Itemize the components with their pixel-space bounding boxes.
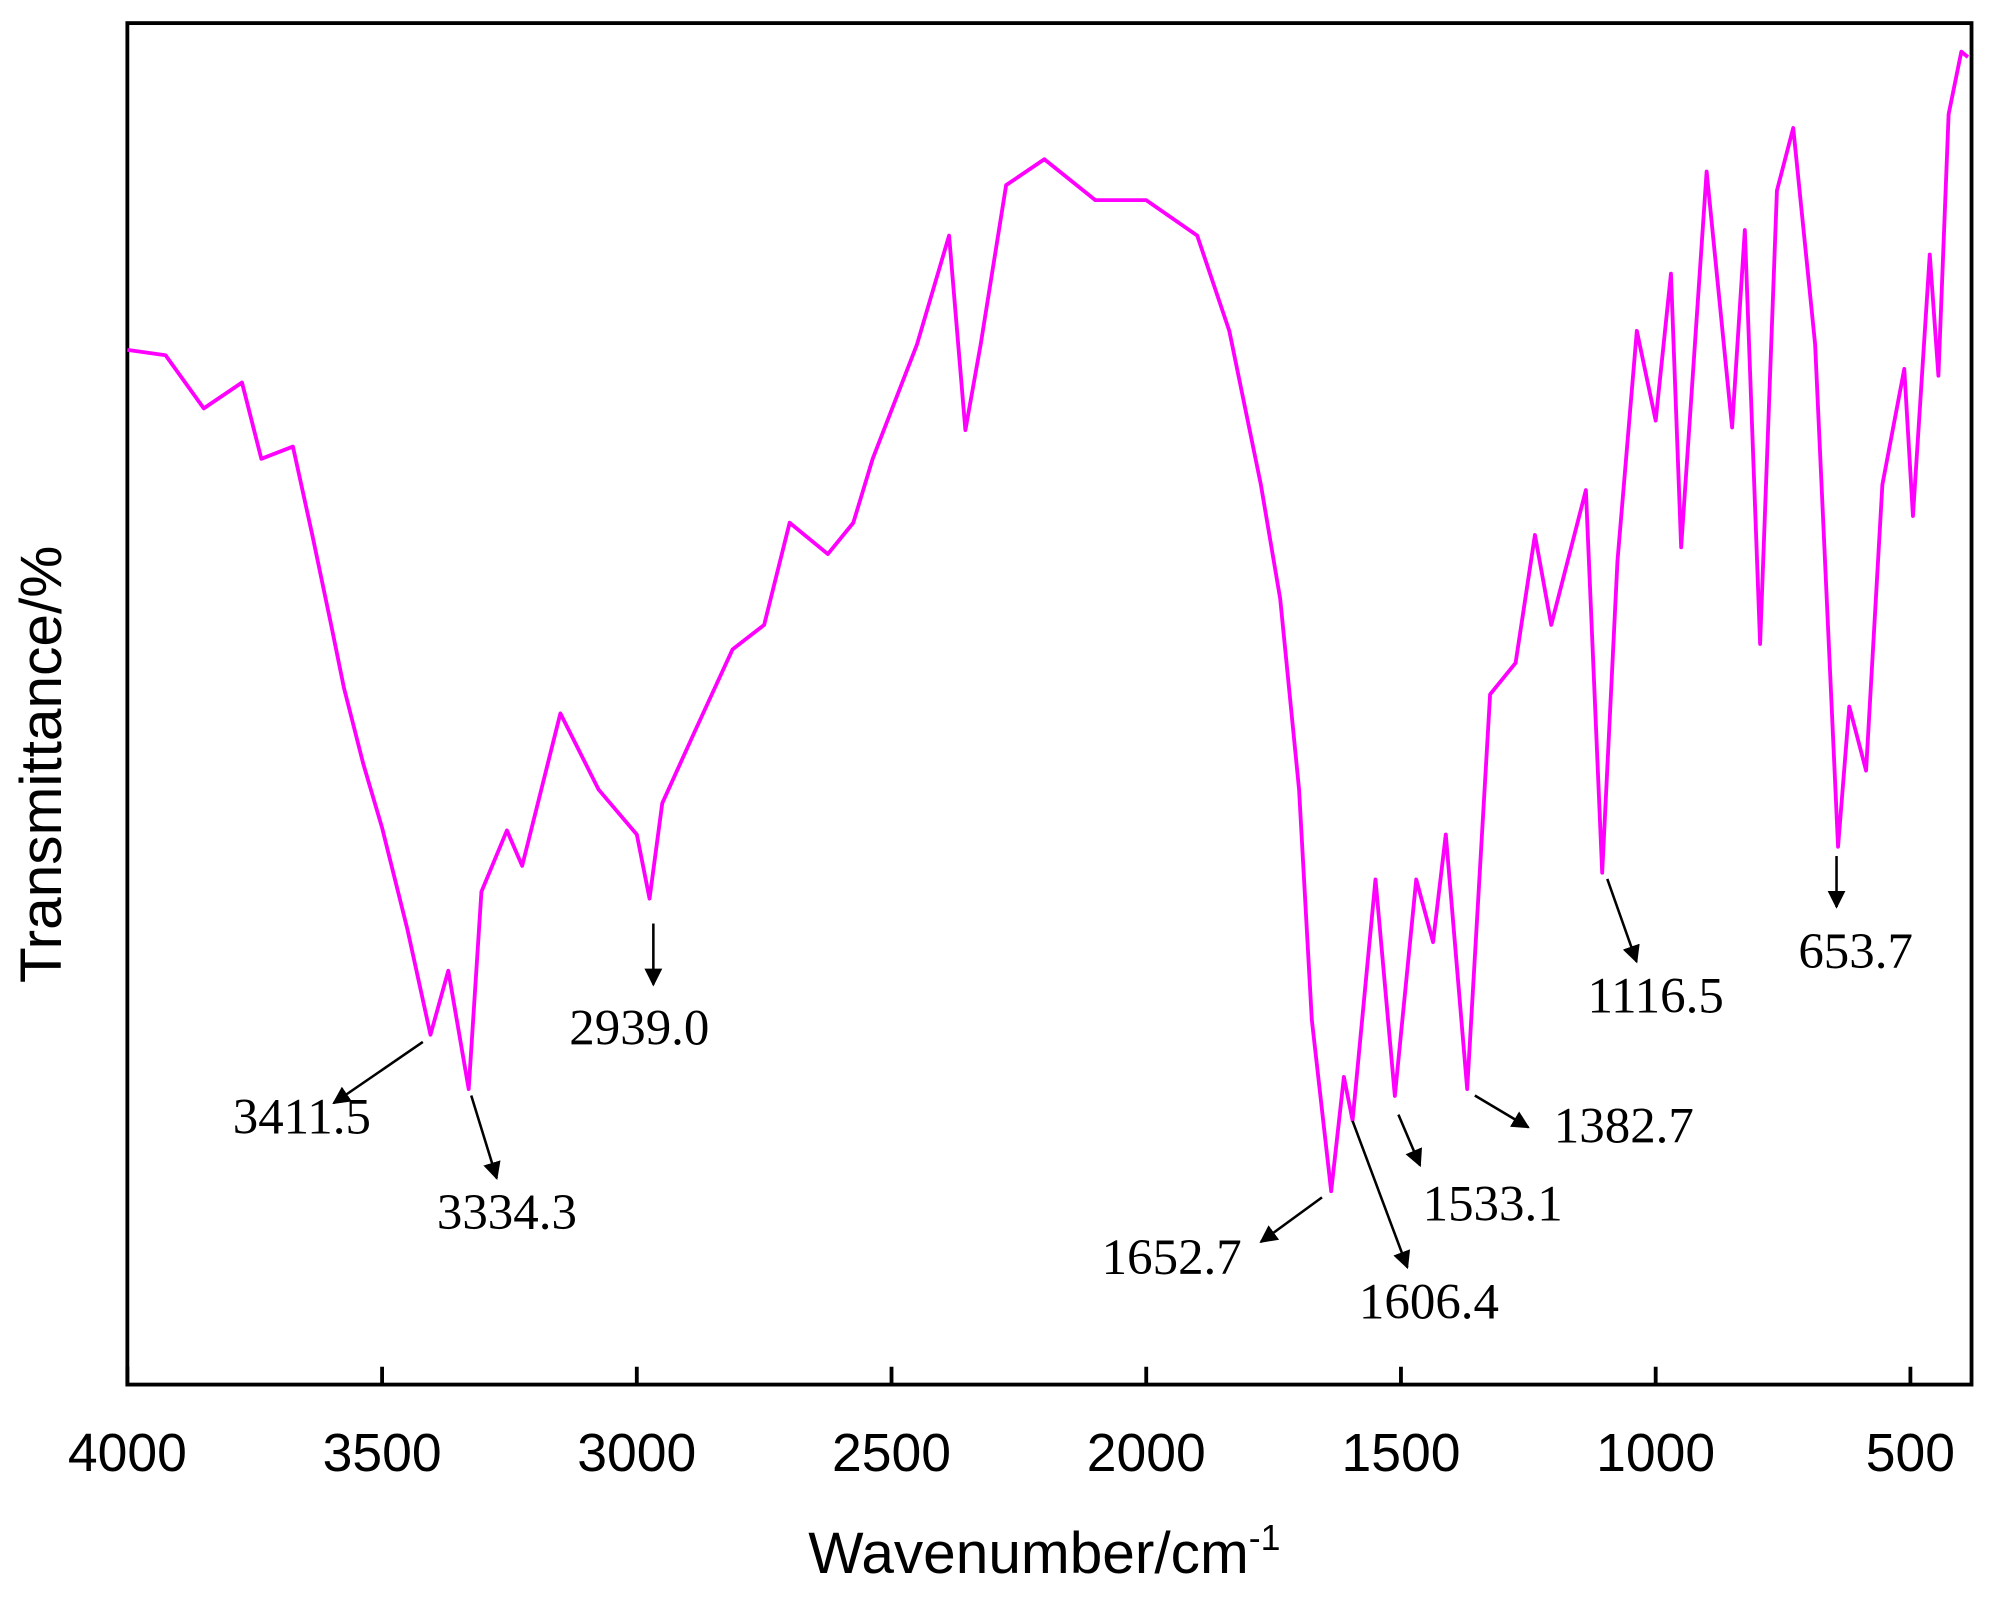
annotation: 1533.1 [1423,1176,1563,1232]
y-axis-title: Transmittance/% [9,546,74,983]
annotation: 1116.5 [1588,969,1724,1025]
x-tick-label: 500 [1866,1424,1955,1483]
annotation: 1382.7 [1554,1099,1694,1155]
annotation-arrow [1351,1120,1411,1270]
x-tick-label: 3500 [323,1424,442,1483]
x-tick-label: 1500 [1341,1424,1460,1483]
annotation: 3334.3 [437,1185,577,1241]
annotation: 653.7 [1798,924,1913,980]
annotation-arrow [1397,1114,1422,1168]
x-tick-label: 3000 [577,1424,696,1483]
x-tick-label: 2500 [832,1424,951,1483]
x-tick-label: 1000 [1596,1424,1715,1483]
x-axis-title-main: Wavenumber/cm [808,1521,1249,1586]
x-axis-title-superscript: -1 [1249,1518,1281,1558]
plot-frame [125,21,1974,1387]
annotation-arrow [470,1095,501,1180]
annotation: 2939.0 [569,1001,709,1057]
annotation-arrow [1606,878,1640,964]
annotation: 1652.7 [1102,1230,1242,1286]
x-tick-label: 2000 [1087,1424,1206,1483]
x-tick-label: 4000 [68,1424,187,1483]
annotation-arrow [1474,1094,1530,1129]
x-axis-title: Wavenumber/cm-1 [808,1518,1280,1586]
annotation-arrow [332,1040,424,1105]
annotation: 3411.5 [233,1090,371,1146]
annotation-arrow [1259,1196,1323,1243]
spectrum-line [127,49,1970,1194]
annotation: 1606.4 [1359,1274,1499,1330]
